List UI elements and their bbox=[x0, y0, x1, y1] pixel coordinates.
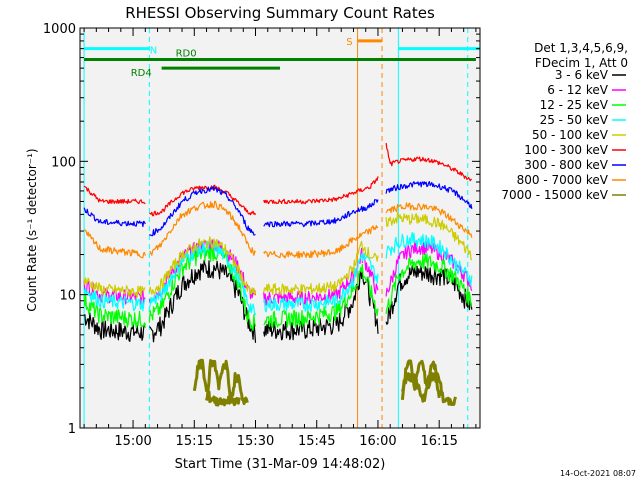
y-axis-label: Count Rate (s⁻¹ detector⁻¹) bbox=[25, 148, 39, 311]
y-tick-label-3: 1000 bbox=[43, 22, 76, 37]
annotation-2: RD4 bbox=[131, 68, 152, 79]
legend-label-1: 6 - 12 keV bbox=[547, 83, 609, 97]
series-line-3 bbox=[83, 232, 473, 316]
series-line-0 bbox=[83, 259, 473, 343]
series-line-2 bbox=[83, 245, 472, 331]
legend-label-0: 3 - 6 keV bbox=[555, 68, 609, 82]
legend-label-4: 50 - 100 keV bbox=[532, 128, 609, 142]
x-tick-label-0: 15:00 bbox=[114, 434, 151, 449]
x-tick-label-2: 15:30 bbox=[237, 434, 274, 449]
legend-label-8: 7000 - 15000 keV bbox=[501, 188, 608, 202]
y-tick-label-2: 100 bbox=[51, 155, 76, 170]
chart-title: RHESSI Observing Summary Count Rates bbox=[125, 4, 435, 22]
series-line-5 bbox=[83, 142, 473, 217]
annotation-3: S bbox=[346, 37, 352, 48]
legend-label-5: 100 - 300 keV bbox=[524, 143, 608, 157]
legend-label-7: 800 - 7000 keV bbox=[517, 173, 609, 187]
y-tick-label-1: 10 bbox=[59, 289, 76, 304]
plot-area: N RD0 RD4 S bbox=[80, 28, 480, 428]
annotation-0: N bbox=[150, 46, 157, 57]
axes: 1 10 100 1000 15:00 15:15 15:30 15:45 16:00 16:15 bbox=[43, 22, 481, 449]
legend-header-0: Det 1,3,4,5,6,9, bbox=[534, 41, 628, 55]
series-line-6 bbox=[83, 181, 473, 237]
y-tick-label-0: 1 bbox=[68, 422, 76, 437]
legend: Det 1,3,4,5,6,9,FDecim 1, Att 03 - 6 keV… bbox=[501, 41, 628, 202]
legend-label-3: 25 - 50 keV bbox=[540, 113, 609, 127]
legend-label-6: 300 - 800 keV bbox=[524, 158, 608, 172]
footer-timestamp: 14-Oct-2021 08:07 bbox=[560, 469, 636, 478]
x-tick-label-5: 16:15 bbox=[420, 434, 457, 449]
legend-header-1: FDecim 1, Att 0 bbox=[535, 56, 628, 70]
x-tick-label-3: 15:45 bbox=[298, 434, 335, 449]
x-tick-label-1: 15:15 bbox=[176, 434, 213, 449]
x-tick-label-4: 16:00 bbox=[359, 434, 396, 449]
plot-background bbox=[80, 28, 480, 428]
series-line-8 bbox=[192, 358, 457, 407]
legend-label-2: 12 - 25 keV bbox=[540, 98, 609, 112]
annotation-1: RD0 bbox=[176, 49, 197, 60]
series-line-4 bbox=[83, 212, 473, 298]
x-axis-label: Start Time (31-Mar-09 14:48:02) bbox=[175, 457, 386, 472]
series-line-7 bbox=[84, 200, 473, 259]
